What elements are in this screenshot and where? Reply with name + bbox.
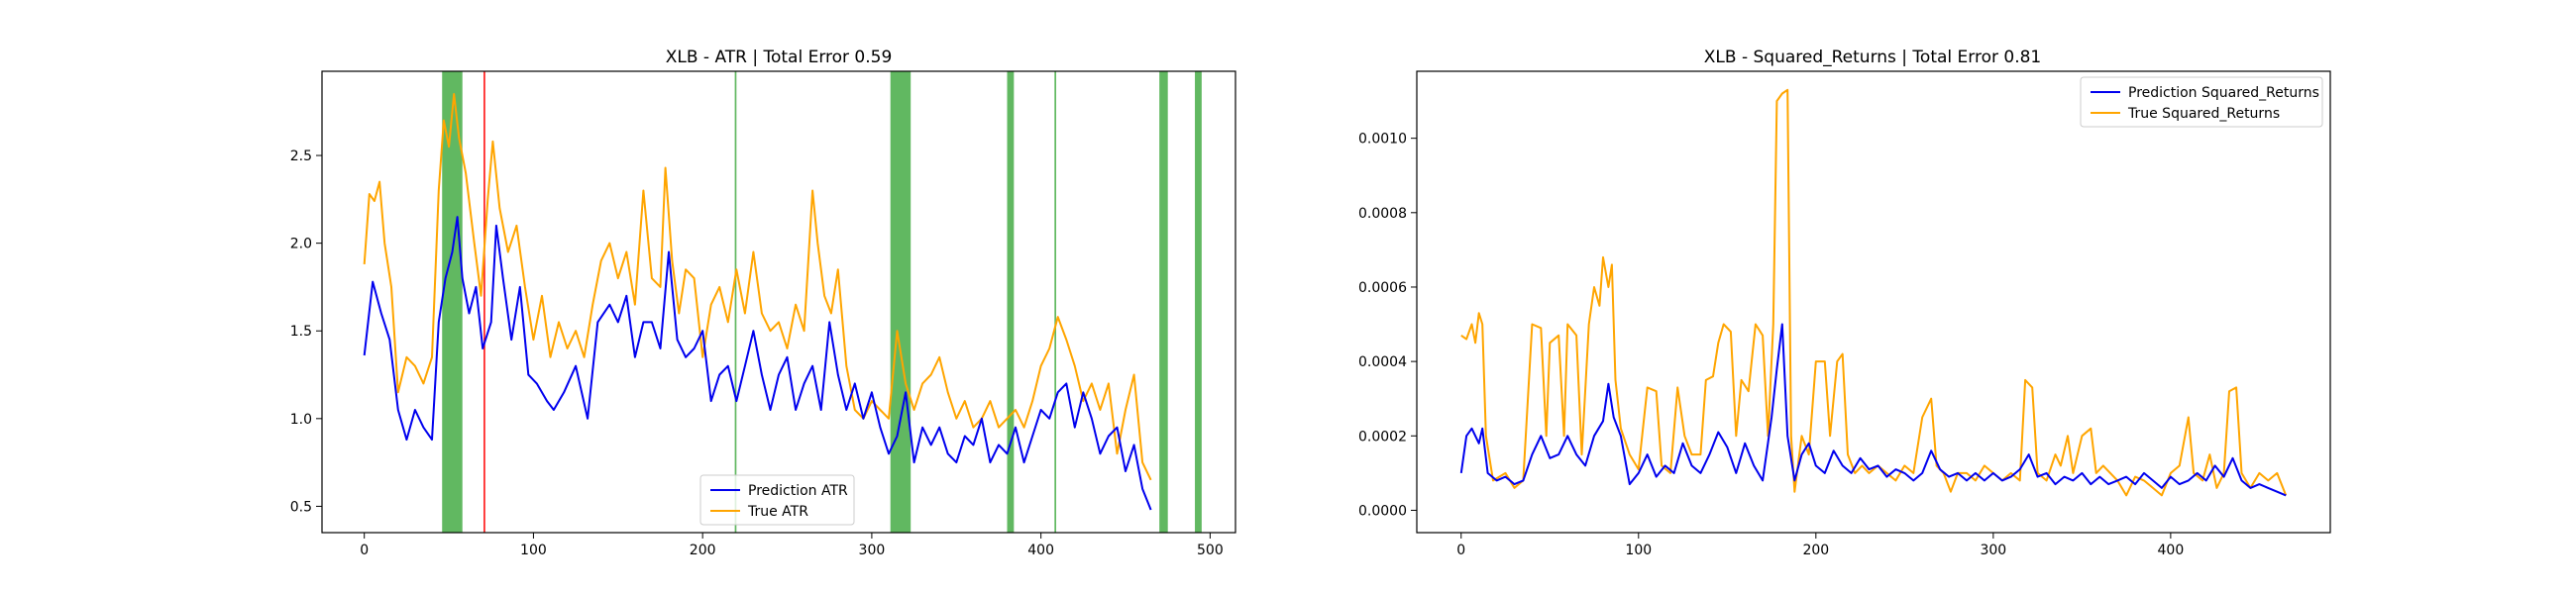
highlight-band-green — [1007, 71, 1015, 533]
series-lines — [363, 93, 1152, 511]
legend-box — [2080, 76, 2323, 128]
series-line-truth — [363, 93, 1152, 481]
series-line-truth — [1460, 88, 2288, 497]
highlight-band-green — [442, 71, 463, 533]
highlight-band-green — [890, 71, 912, 533]
series-line-prediction — [1459, 323, 2287, 497]
highlight-band-green — [734, 71, 737, 533]
highlight-bands — [442, 71, 1202, 533]
x-tick-label: 0 — [1456, 543, 1465, 558]
y-tick-label: 0.0006 — [1358, 280, 1407, 296]
axis-ticks: 0 100 200 300 400 500 0.5 1.0 1.5 2.0 2.5 — [290, 148, 1224, 558]
highlight-band-green — [1195, 71, 1202, 533]
legend: Prediction Squared_Returns True Squared_… — [2080, 76, 2323, 128]
y-tick-label: 1.5 — [290, 324, 312, 340]
legend: Prediction ATR True ATR — [699, 474, 855, 526]
x-tick-label: 400 — [2158, 543, 2185, 558]
y-tick-label: 0.0010 — [1358, 132, 1407, 148]
x-tick-label: 400 — [1027, 543, 1054, 558]
y-tick-label: 2.0 — [290, 237, 312, 252]
x-tick-label: 200 — [690, 543, 716, 558]
squared-returns-chart: XLB - Squared_Returns | Total Error 0.81… — [1358, 48, 2331, 558]
x-tick-label: 100 — [520, 543, 547, 558]
chart-title: XLB - ATR | Total Error 0.59 — [666, 48, 893, 67]
legend-label-truth: True ATR — [747, 504, 808, 520]
y-tick-label: 2.5 — [290, 148, 312, 164]
plot-frame — [321, 70, 1236, 534]
y-tick-label: 0.0002 — [1358, 429, 1407, 445]
x-tick-label: 0 — [360, 543, 369, 558]
x-tick-label: 100 — [1625, 543, 1652, 558]
x-tick-label: 300 — [859, 543, 886, 558]
series-lines — [1459, 88, 2288, 497]
series-line-prediction — [363, 216, 1152, 511]
legend-box — [699, 474, 855, 526]
legend-label-truth: True Squared_Returns — [2127, 106, 2280, 122]
axis-ticks: 0 100 200 300 400 0.0000 0.0002 0.0004 0.0006 0.0… — [1358, 132, 2184, 558]
x-tick-label: 300 — [1980, 543, 2006, 558]
legend-label-prediction: Prediction Squared_Returns — [2128, 85, 2319, 101]
x-tick-label: 500 — [1197, 543, 1224, 558]
x-tick-label: 200 — [1802, 543, 1829, 558]
highlight-band-green — [1054, 71, 1057, 533]
y-tick-label: 1.0 — [290, 412, 312, 428]
legend-label-prediction: Prediction ATR — [748, 483, 848, 499]
y-tick-label: 0.0004 — [1358, 354, 1407, 370]
chart-title: XLB - Squared_Returns | Total Error 0.81 — [1704, 48, 2041, 67]
plot-frame — [1416, 70, 2331, 534]
y-tick-label: 0.5 — [290, 499, 312, 515]
y-tick-label: 0.0008 — [1358, 206, 1407, 222]
y-tick-label: 0.0000 — [1358, 503, 1407, 519]
highlight-band-green — [1159, 71, 1168, 533]
atr-chart: XLB - ATR | Total Error 0.59 0 100 200 300 4… — [290, 48, 1236, 558]
